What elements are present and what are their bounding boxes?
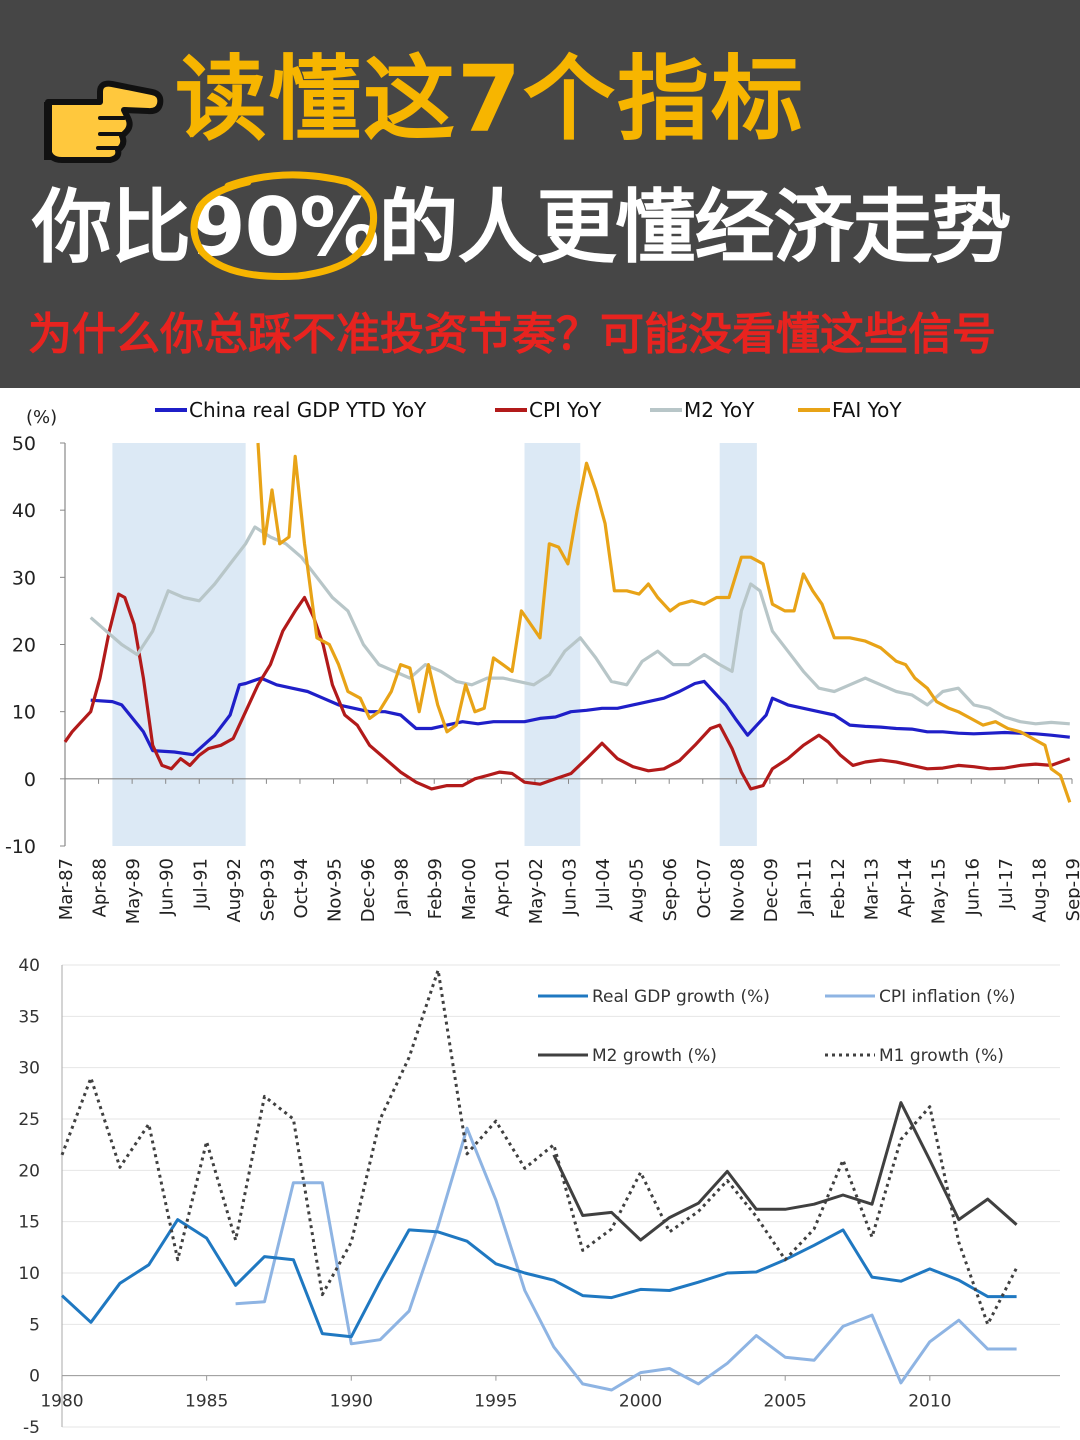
y-tick-label: 0 [29,1367,40,1387]
x-tick-label: Jul-17 [996,858,1017,910]
x-tick-label: 2005 [764,1392,807,1412]
legend-label-cpi-yoy: CPI YoY [529,398,602,422]
chart-china-monthly-indicators: 50 40 30 20 10 0 -10 (%) Mar-87 Apr-88 May-89 Jun-9… [5,398,1080,924]
x-tick-label: Apr-01 [492,858,513,917]
series-line-fai-yoy [256,442,1072,803]
header-banner: 读懂这7个指标 你比90%的人更懂经济走势 为什么你总踩不准投资节奏？可能没看懂… [0,0,1080,388]
x-tick-label: Dec-09 [761,858,782,922]
x-tick-label: Jan-98 [392,858,413,916]
series-line-real-gdp-growth [60,1218,1017,1339]
tagline: 为什么你总踩不准投资节奏？可能没看懂这些信号 [28,309,996,360]
series-line-cpi-inflation [235,1126,1017,1392]
x-tick-label: Nov-95 [325,858,346,922]
x-tick-label: Mar-00 [459,858,480,920]
x-tick-label: Oct-94 [291,858,312,919]
series-line-m2-growth [552,1101,1018,1242]
x-tick-label: 1995 [474,1392,517,1412]
x-tick-label: 2000 [619,1392,662,1412]
y-tick-label: 10 [12,702,36,724]
x-tick-label: May-15 [929,858,950,924]
x-tick-label: Dec-96 [358,858,379,922]
x-tick-label: Feb-12 [828,858,849,919]
headline-subtitle: 你比90%的人更懂经济走势 [32,181,1011,274]
series-line-m2-yoy [89,525,1070,726]
legend-label-real-gdp-growth: Real GDP growth (%) [592,987,770,1007]
x-tick-label: Sep-19 [1063,858,1080,921]
shaded-period-3 [719,443,757,846]
legend-label-china-real-gdp-ytd-yoy: China real GDP YTD YoY [189,398,427,422]
x-tick-label: 1985 [185,1392,228,1412]
pointing-hand-icon [44,80,164,163]
legend-label-m2-growth: M2 growth (%) [592,1046,717,1066]
series-line-cpi-yoy [63,592,1071,791]
x-tick-label: Oct-07 [694,858,715,919]
y-tick-label: 10 [18,1264,40,1284]
y-tick-label: 15 [18,1213,40,1233]
legend-label-m1-growth: M1 growth (%) [879,1046,1004,1066]
series-line-m1-growth [60,968,1018,1326]
y-tick-label: 30 [12,567,36,589]
x-tick-label: Jun-16 [962,858,983,917]
legend-label-cpi-inflation: CPI inflation (%) [879,987,1016,1007]
x-tick-label: Sep-06 [660,858,681,921]
x-tick-label: Mar-13 [862,858,883,920]
y-tick-label: 5 [29,1315,40,1335]
headline-title: 读懂这7个指标 [175,46,806,153]
x-tick-label: Jul-91 [190,858,211,910]
x-tick-label: Jan-11 [794,858,815,916]
y-tick-label: 40 [18,956,40,976]
y-tick-label: -5 [23,1418,40,1438]
x-tick-label: Nov-08 [727,858,748,922]
y-tick-label: -10 [5,836,36,858]
x-tick-label: Aug-18 [1029,858,1050,923]
y-tick-label: 40 [12,500,36,522]
y-tick-label: 35 [18,1007,40,1027]
x-tick-label: Aug-05 [627,858,648,923]
x-tick-label: Feb-99 [425,858,446,919]
x-tick-label: 1980 [40,1392,83,1412]
y-tick-label: 50 [12,433,36,455]
legend-label-m2-yoy: M2 YoY [684,398,755,422]
x-tick-label: Jul-04 [593,858,614,910]
x-tick-label: May-89 [123,858,144,924]
y-tick-label: 30 [18,1059,40,1079]
x-tick-label: May-02 [526,858,547,924]
x-tick-label: Jun-90 [157,858,178,917]
x-tick-label: 1990 [330,1392,373,1412]
x-tick-label: Mar-87 [56,858,77,920]
y-tick-label: 20 [18,1161,40,1181]
x-tick-label: Apr-88 [90,858,111,917]
y-axis-label: (%) [26,407,57,428]
x-tick-label: Aug-92 [224,858,245,923]
y-tick-label: 0 [24,769,36,791]
x-tick-label: Apr-14 [895,858,916,917]
shaded-period-1 [112,443,246,846]
highlight-circle [190,171,377,280]
x-tick-label: Sep-93 [257,858,278,921]
x-tick-label: 2010 [908,1392,951,1412]
legend-label-fai-yoy: FAI YoY [832,398,902,422]
y-tick-label: 20 [12,635,36,657]
y-tick-label: 25 [18,1110,40,1130]
x-tick-label: Jun-03 [560,858,581,917]
